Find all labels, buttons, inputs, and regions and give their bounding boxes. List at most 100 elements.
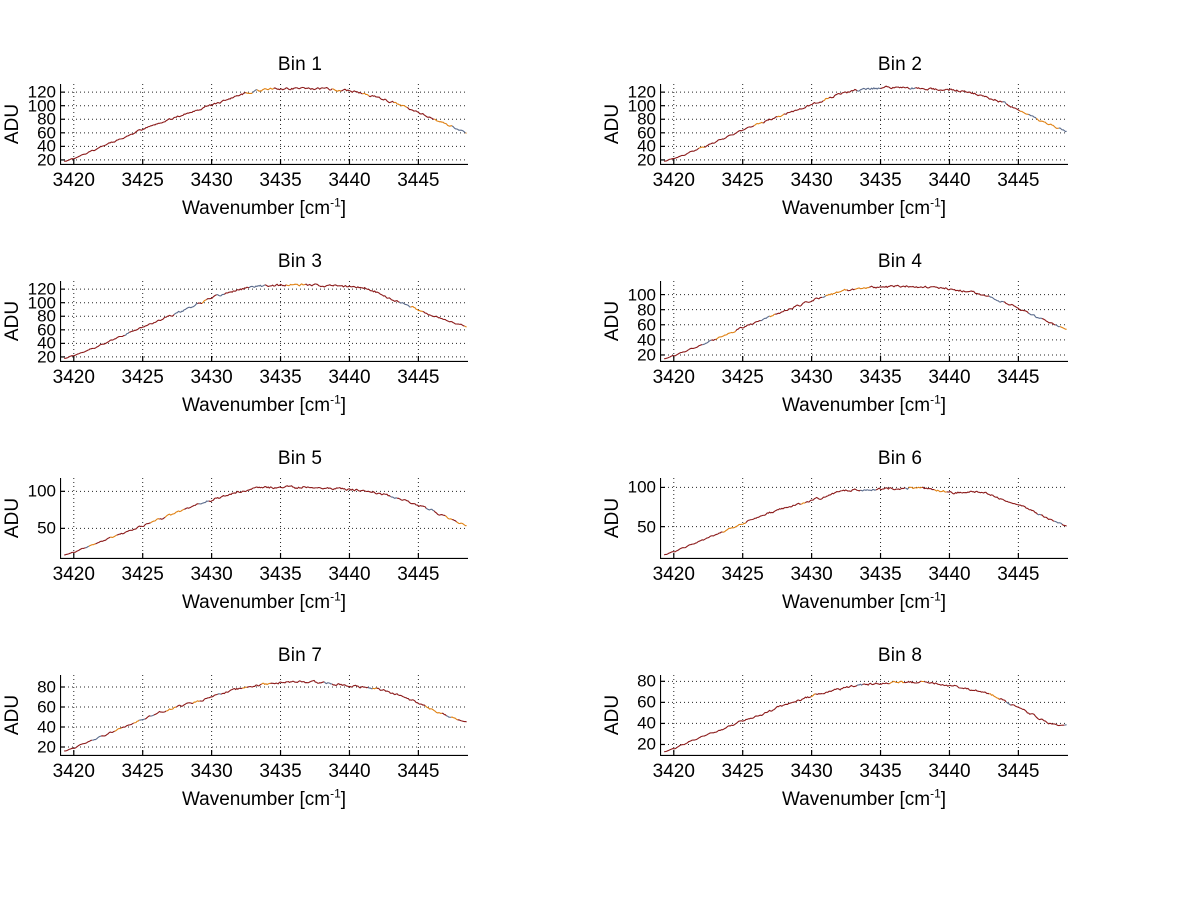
data-trace-segment	[1056, 724, 1062, 727]
x-tick-labels: 3420 3425 3430 3435 3440 3445	[53, 761, 468, 785]
data-trace-segment	[175, 704, 180, 708]
data-trace-segment	[121, 722, 134, 729]
data-trace-segment	[763, 507, 786, 516]
data-trace-segment	[220, 687, 243, 695]
data-trace-segment	[168, 116, 176, 120]
data-trace-segment	[846, 289, 852, 292]
x-tick-label: 3445	[397, 761, 440, 782]
data-trace-segment	[416, 504, 427, 509]
data-trace-segment	[810, 693, 816, 698]
data-trace-segment	[1028, 712, 1033, 715]
data-trace-segment	[452, 519, 457, 523]
data-trace-segment	[204, 500, 209, 503]
data-trace-segment	[709, 138, 722, 145]
data-trace-segment	[888, 86, 895, 90]
y-tick-label: 60	[637, 123, 656, 143]
plot-area	[60, 478, 468, 559]
data-trace-segment	[153, 710, 167, 716]
data-trace-segment	[940, 683, 984, 693]
data-trace-segment	[921, 486, 928, 490]
y-tick-labels: 20 40 60 80 100	[600, 281, 660, 363]
data-trace-segment	[837, 490, 842, 493]
y-tick-label: 120	[27, 279, 56, 299]
x-tick-label: 3445	[997, 761, 1040, 782]
data-trace-segment	[406, 106, 435, 120]
x-tick-label: 3420	[652, 761, 695, 782]
data-trace-segment	[252, 89, 258, 94]
data-trace-segment	[363, 286, 369, 290]
data-trace-segment	[717, 531, 723, 535]
data-trace-segment	[356, 286, 364, 290]
x-tick-label: 3420	[652, 367, 695, 388]
data-trace-segment	[331, 487, 346, 491]
y-tick-label: 100	[27, 96, 56, 116]
x-axis-label: Wavenumber [cm-1]	[781, 786, 947, 810]
data-trace-segment	[1038, 317, 1043, 320]
data-trace-segment	[238, 92, 246, 97]
data-trace-segment	[919, 286, 924, 289]
x-tick-label: 3425	[121, 367, 164, 388]
data-trace-segment	[199, 697, 209, 702]
data-trace-segment	[843, 88, 858, 94]
x-tick-label: 3435	[259, 170, 302, 191]
data-trace-segment	[410, 699, 420, 705]
data-trace-segment	[150, 518, 160, 524]
data-trace-segment	[198, 502, 203, 505]
data-trace-segment	[169, 314, 175, 317]
data-trace-segment	[745, 519, 752, 523]
data-trace-segment	[775, 304, 797, 315]
data-trace-segment	[368, 95, 387, 101]
data-trace-segment	[915, 680, 922, 684]
x-axis-label: Wavenumber [cm-1]	[181, 589, 347, 613]
data-trace-segment	[1014, 107, 1020, 112]
data-trace-segment	[285, 284, 290, 287]
x-tick-label: 3430	[190, 761, 233, 782]
data-trace-segment	[216, 293, 225, 297]
x-axis-label-superscript: -1	[330, 589, 341, 604]
data-trace-segment	[296, 86, 303, 90]
data-trace-segment	[946, 491, 962, 495]
data-trace-segment	[401, 499, 417, 506]
x-tick-label: 3425	[121, 564, 164, 585]
y-tick-labels: 20 40 60 80	[0, 675, 60, 756]
x-tick-label: 3435	[859, 367, 902, 388]
x-tick-label: 3420	[52, 367, 95, 388]
data-trace-segment	[884, 682, 890, 685]
data-trace-segment	[907, 285, 912, 288]
x-tick-label: 3425	[721, 761, 764, 782]
data-trace-segment	[372, 687, 378, 690]
x-tick-label: 3425	[121, 170, 164, 191]
x-axis-label-superscript: -1	[330, 195, 341, 210]
y-tick-labels: 20 40 60 80 100 120	[600, 84, 660, 169]
x-tick-label: 3430	[790, 761, 833, 782]
y-tick-label: 80	[37, 677, 56, 697]
data-trace-segment	[393, 101, 408, 108]
data-trace-segment	[334, 284, 357, 289]
y-tick-label: 20	[37, 347, 56, 367]
data-trace-segment	[196, 700, 200, 702]
y-tick-label: 40	[37, 717, 56, 737]
plot-area	[660, 84, 1068, 165]
data-trace-segment	[909, 87, 916, 90]
data-trace-segment	[1038, 718, 1048, 724]
data-trace-segment	[133, 719, 140, 724]
data-trace-segment	[949, 288, 954, 291]
data-trace-segment	[331, 88, 342, 92]
data-trace-segment	[1061, 523, 1067, 527]
data-trace-segment	[1045, 516, 1055, 522]
x-axis-label-superscript: -1	[930, 589, 941, 604]
data-trace-segment	[315, 283, 320, 287]
data-trace-segment	[1029, 509, 1034, 512]
data-trace-segment	[377, 492, 391, 497]
data-trace-segment	[1011, 106, 1016, 109]
data-trace-segment	[992, 494, 1003, 500]
data-trace-segment	[989, 693, 1000, 700]
data-trace-segment	[791, 696, 812, 704]
data-trace-segment	[367, 686, 373, 690]
data-trace-segment	[1032, 510, 1038, 515]
data-trace-segment	[908, 486, 912, 489]
data-trace-segment	[348, 488, 364, 492]
data-trace-segment	[78, 349, 89, 355]
x-axis-label-superscript: -1	[330, 392, 341, 407]
y-tick-label: 80	[637, 300, 656, 320]
